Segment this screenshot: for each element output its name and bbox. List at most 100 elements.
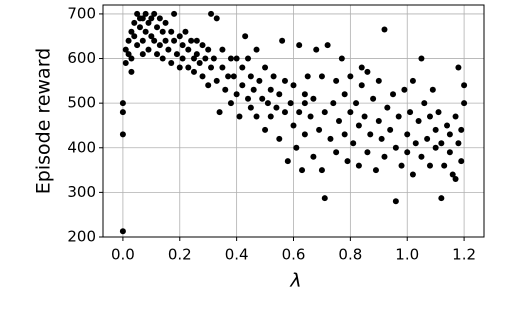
point — [398, 162, 405, 169]
point — [239, 82, 246, 89]
point — [455, 64, 462, 71]
point — [213, 77, 220, 84]
point — [338, 55, 345, 62]
point — [148, 15, 155, 22]
point — [438, 140, 445, 147]
point — [185, 64, 192, 71]
point — [461, 82, 468, 89]
point — [119, 100, 126, 107]
point — [429, 86, 436, 93]
point — [199, 73, 206, 80]
point — [316, 126, 323, 133]
point — [128, 68, 135, 75]
point — [225, 73, 232, 80]
point — [310, 95, 317, 102]
point — [168, 28, 175, 35]
point — [173, 51, 180, 58]
point — [418, 55, 425, 62]
x-tick-label: 0.8 — [338, 246, 362, 264]
point — [293, 144, 300, 151]
point — [392, 198, 399, 205]
point — [284, 158, 291, 165]
point — [279, 37, 286, 44]
point — [264, 100, 271, 107]
point — [444, 122, 451, 129]
point — [148, 33, 155, 40]
point — [287, 100, 294, 107]
y-tick-label: 600 — [67, 49, 96, 67]
point — [426, 113, 433, 120]
point — [395, 113, 402, 120]
y-tick-label: 300 — [67, 183, 96, 201]
point — [202, 55, 209, 62]
point — [412, 140, 419, 147]
x-tick-label: 0.0 — [111, 246, 135, 264]
point — [151, 10, 158, 17]
point — [233, 55, 240, 62]
y-tick-label: 400 — [67, 138, 96, 156]
point — [182, 28, 189, 35]
point — [449, 171, 456, 178]
point — [446, 149, 453, 156]
point — [230, 73, 237, 80]
point — [353, 100, 360, 107]
point — [321, 195, 328, 202]
point — [296, 109, 303, 116]
point — [171, 37, 178, 44]
point — [219, 64, 226, 71]
point — [324, 42, 331, 49]
point — [142, 28, 149, 35]
point — [318, 167, 325, 174]
point — [407, 109, 414, 116]
point — [372, 167, 379, 174]
point — [418, 153, 425, 160]
point — [384, 104, 391, 111]
point — [154, 24, 161, 31]
point — [301, 100, 308, 107]
point — [165, 46, 172, 53]
point — [358, 82, 365, 89]
x-tick-label: 0.6 — [282, 246, 306, 264]
point — [145, 19, 152, 26]
point — [267, 86, 274, 93]
point — [341, 131, 348, 138]
x-tick-label: 0.4 — [225, 246, 249, 264]
point — [461, 100, 468, 107]
point — [267, 113, 274, 120]
point — [156, 15, 163, 22]
point — [119, 228, 126, 235]
point — [119, 109, 126, 116]
y-tick-label: 500 — [67, 94, 96, 112]
point — [128, 55, 135, 62]
point — [199, 42, 206, 49]
point — [301, 131, 308, 138]
point — [281, 77, 288, 84]
point — [358, 64, 365, 71]
point — [432, 126, 439, 133]
point — [432, 144, 439, 151]
point — [176, 64, 183, 71]
point — [409, 171, 416, 178]
point — [392, 144, 399, 151]
point — [205, 46, 212, 53]
point — [290, 122, 297, 129]
point — [290, 82, 297, 89]
point — [190, 55, 197, 62]
point — [367, 131, 374, 138]
y-tick-label: 700 — [67, 4, 96, 22]
point — [347, 73, 354, 80]
point — [213, 15, 220, 22]
point — [452, 176, 459, 182]
point — [321, 109, 328, 116]
point — [381, 26, 388, 33]
point — [458, 126, 465, 133]
point — [381, 153, 388, 160]
point — [245, 95, 252, 102]
point — [256, 77, 263, 84]
point — [415, 118, 422, 124]
point — [208, 64, 215, 71]
point — [242, 33, 249, 40]
point — [151, 37, 158, 44]
point — [131, 19, 138, 26]
point — [458, 158, 465, 165]
